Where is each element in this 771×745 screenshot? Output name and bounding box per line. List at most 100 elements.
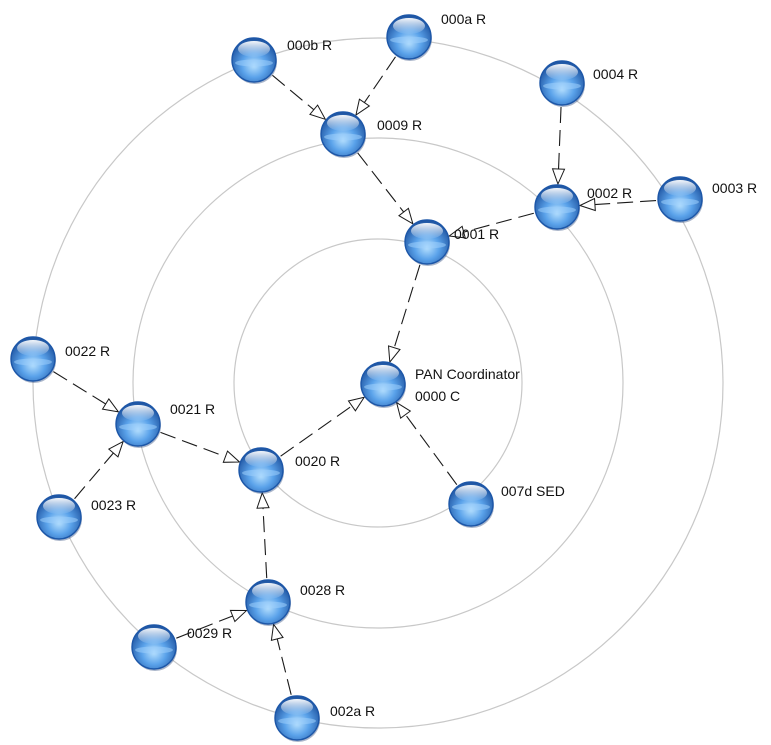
node-label: 002a R [330,703,375,719]
node-label: PAN Coordinator [415,366,520,382]
node-000a[interactable]: 000a R [386,11,486,61]
blue-sphere-icon [448,481,494,528]
node-0000[interactable]: PAN Coordinator 0000 C [360,361,520,408]
link-line [262,507,268,579]
blue-sphere-icon [274,695,320,742]
blue-sphere-icon [360,361,406,408]
node-label: 0009 R [377,117,422,133]
link-0001-to-0000 [387,264,421,364]
node-label: 0001 R [454,226,499,242]
link-line [160,431,226,458]
node-002a[interactable]: 002a R [274,695,375,742]
link-line [393,264,421,348]
arrowhead-icon [398,207,414,225]
node-0022[interactable]: 0022 R [10,336,110,383]
arrowhead-icon [347,396,366,412]
link-0009-to-0001 [357,152,414,225]
node-0021[interactable]: 0021 R [115,401,215,448]
link-0029-to-0028 [176,609,248,639]
arrowhead-icon [222,450,241,463]
ring-1 [233,238,523,528]
node-0023[interactable]: 0023 R [36,494,136,541]
link-0002-to-0001 [447,212,534,239]
node-0020[interactable]: 0020 R [238,447,340,494]
node-0028[interactable]: 0028 R [245,579,345,626]
link-0004-to-0002 [551,106,566,186]
arrowhead-icon [101,398,120,413]
radius-rings [32,37,724,729]
node-label: 0004 R [593,66,638,82]
link-0003-to-0002 [578,197,657,212]
blue-sphere-icon [245,579,291,626]
node-label: 0003 R [712,180,757,196]
arrowhead-icon [270,623,284,641]
node-label: 000b R [287,37,332,53]
blue-sphere-icon [404,219,450,266]
node-0002[interactable]: 0002 R [534,184,632,231]
arrowhead-icon [229,609,248,623]
link-line [276,638,292,695]
arrowhead-icon [256,491,270,509]
blue-sphere-icon [539,60,585,107]
blue-sphere-icon [131,624,177,671]
node-0003[interactable]: 0003 R [657,176,757,223]
blue-sphere-icon [657,176,703,223]
blue-sphere-icon [36,494,82,541]
node-label: 0023 R [91,497,136,513]
link-002a-to-0028 [270,623,292,695]
link-line [53,371,106,405]
link-007d-to-0000 [395,401,458,485]
link-line [74,452,114,500]
node-label: 0022 R [65,343,110,359]
nodes-layer: PAN Coordinator 0000 C 0001 R 0002 R 0003 R 0… [10,11,757,742]
node-0001[interactable]: 0001 R [404,219,499,266]
node-000b[interactable]: 000b R [231,37,332,84]
node-0009[interactable]: 0009 R [320,111,422,158]
blue-sphere-icon [10,336,56,383]
arrowhead-icon [387,345,401,364]
blue-sphere-icon [231,37,277,84]
link-000b-to-0009 [272,74,327,121]
link-line [363,56,396,103]
node-label: 0021 R [170,401,215,417]
node-label: 007d SED [501,483,565,499]
link-line [176,615,233,639]
node-label: 000a R [441,11,486,27]
blue-sphere-icon [320,111,366,158]
blue-sphere-icon [386,14,432,61]
link-line [357,152,405,213]
arrowhead-icon [355,98,371,117]
link-0023-to-0021 [74,440,124,500]
link-line [463,212,534,233]
blue-sphere-icon [534,184,580,231]
link-0022-to-0021 [53,371,120,413]
node-label: 0000 C [415,388,460,404]
arrowhead-icon [107,440,124,458]
links-layer [53,56,657,695]
arrowhead-icon [551,168,566,186]
link-0028-to-0020 [256,491,270,579]
node-label: 0020 R [295,453,340,469]
arrowhead-icon [395,401,412,420]
link-line [557,106,562,170]
link-0021-to-0020 [160,431,241,463]
arrowhead-icon [578,197,596,212]
link-0020-to-0000 [280,396,366,457]
node-label: 0028 R [300,582,345,598]
link-line [405,414,458,485]
ring-3 [32,37,724,729]
arrowhead-icon [447,225,466,239]
node-0029[interactable]: 0029 R [131,624,232,671]
link-line [594,200,657,206]
blue-sphere-icon [115,401,161,448]
node-label: 0002 R [587,185,632,201]
node-007d[interactable]: 007d SED [448,481,565,528]
link-000a-to-0009 [355,56,396,117]
node-label: 0029 R [187,625,232,641]
link-line [272,74,315,111]
arrowhead-icon [309,104,327,121]
blue-sphere-icon [238,447,284,494]
ring-2 [132,137,624,629]
node-0004[interactable]: 0004 R [539,60,638,107]
